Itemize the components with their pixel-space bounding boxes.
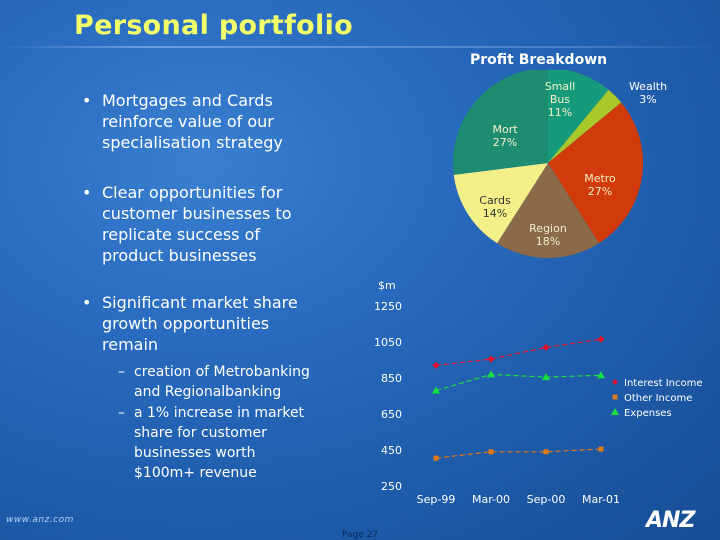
bullet-line: growth opportunities: [102, 314, 270, 333]
bullet-line: replicate success of: [102, 225, 261, 244]
bullet-line: customer businesses to: [102, 204, 292, 223]
sub-bullet-item: – a 1% increase in market share for cust…: [118, 403, 304, 483]
data-point: [597, 371, 605, 379]
pie-label: Metro 27%: [584, 172, 616, 198]
sub-bullet-marker: –: [118, 405, 125, 421]
page-title: Personal portfolio: [74, 10, 353, 41]
sub-bullet-line: businesses worth: [134, 445, 256, 461]
bullet-marker: •: [82, 183, 92, 202]
pie-slice-small-bus: [548, 70, 609, 163]
x-tick-label: Mar-00: [472, 493, 510, 506]
legend-label: Interest Income: [624, 378, 703, 389]
y-tick-label: 850: [381, 372, 402, 385]
data-point: [433, 455, 439, 461]
sub-bullet-line: and Regionalbanking: [134, 384, 282, 400]
series-line-expenses: [435, 373, 602, 392]
pie-slice-region: [497, 163, 599, 258]
y-tick-label: 650: [381, 408, 402, 421]
page-number: Page 27: [342, 530, 379, 540]
bullet-line: Mortgages and Cards: [102, 91, 273, 110]
data-point: [598, 446, 604, 452]
bullet-line: remain: [102, 335, 159, 354]
data-point: [542, 373, 550, 381]
bullet-marker: •: [82, 91, 92, 110]
bullet-item: • Clear opportunities for customer busin…: [82, 182, 292, 266]
x-tick-label: Sep-99: [417, 493, 456, 506]
y-tick-label: 450: [381, 444, 402, 457]
data-point: [487, 355, 495, 363]
x-tick-label: Sep-00: [527, 493, 566, 506]
bullet-item: • Significant market share growth opport…: [82, 292, 298, 355]
y-tick-label: 250: [381, 480, 402, 493]
pie-slice-mort: [453, 70, 548, 175]
data-point: [597, 335, 605, 343]
pie-chart: Small Bus 11% Wealth 3% Metro 27% Region 18% Card…: [453, 70, 667, 258]
bullet-item: • Mortgages and Cards reinforce value of…: [82, 90, 283, 153]
pie-label: Mort 27%: [492, 123, 518, 149]
pie-label: Small Bus 11%: [545, 80, 576, 119]
data-point: [542, 343, 550, 351]
pie-slice-cards: [453, 163, 548, 244]
legend-marker: [611, 408, 619, 415]
legend-label: Other Income: [624, 393, 692, 404]
sub-bullet-line: a 1% increase in market: [134, 405, 305, 421]
legend-label: Expenses: [624, 408, 672, 419]
title-divider: [0, 46, 720, 48]
legend-marker: [612, 379, 618, 385]
data-point: [432, 361, 440, 369]
bullet-marker: •: [82, 293, 92, 312]
pie-chart-title: Profit Breakdown: [470, 52, 608, 68]
bullet-line: reinforce value of our: [102, 112, 274, 131]
pie-slice-metro: [548, 102, 643, 244]
pie-label: Region 18%: [529, 222, 567, 248]
y-unit-label: $m: [378, 279, 396, 292]
sub-bullet-line: creation of Metrobanking: [134, 364, 310, 380]
anz-logo: ANZ: [646, 508, 695, 533]
sub-bullet-item: – creation of Metrobanking and Regionalb…: [118, 362, 310, 402]
sub-bullet-marker: –: [118, 364, 125, 380]
sub-bullet-line: share for customer: [134, 425, 267, 441]
data-point: [432, 386, 440, 394]
y-tick-label: 1050: [374, 336, 402, 349]
data-point: [487, 370, 495, 378]
bullet-line: specialisation strategy: [102, 133, 283, 152]
bullet-line: Clear opportunities for: [102, 183, 283, 202]
footer-url: www.anz.com: [6, 515, 74, 525]
pie-label: Cards 14%: [479, 194, 511, 220]
data-point: [543, 449, 549, 455]
pie-slice-wealth: [548, 89, 622, 163]
series-line-other-income: [435, 448, 602, 459]
x-tick-label: Mar-01: [582, 493, 620, 506]
pie-label: Wealth 3%: [629, 80, 667, 106]
line-chart: $m 1250 1050 850 650 450 250 Sep-99 Mar-00 Sep-00…: [374, 279, 703, 506]
series-line-interest-income: [435, 338, 602, 366]
y-tick-label: 1250: [374, 300, 402, 313]
bullet-line: Significant market share: [102, 293, 298, 312]
data-point: [488, 449, 494, 455]
sub-bullet-line: $100m+ revenue: [134, 465, 257, 481]
legend-marker: [612, 394, 618, 400]
bullet-line: product businesses: [102, 246, 257, 265]
